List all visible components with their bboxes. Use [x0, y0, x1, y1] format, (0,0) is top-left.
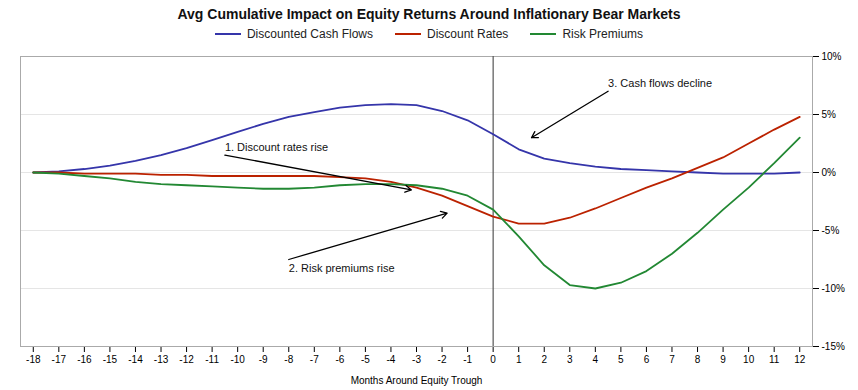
- svg-text:-3: -3: [412, 354, 421, 365]
- html-text:Risk Premiums: Risk Premiums: [562, 27, 643, 41]
- svg-text:-5: -5: [361, 354, 370, 365]
- svg-text:-17: -17: [52, 354, 67, 365]
- svg-text:12: 12: [794, 354, 806, 365]
- svg-text:8: 8: [695, 354, 701, 365]
- svg-text:9: 9: [720, 354, 726, 365]
- svg-text:7: 7: [669, 354, 675, 365]
- svg-text:Months Around Equity Trough: Months Around Equity Trough: [351, 375, 483, 386]
- svg-text:5: 5: [618, 354, 624, 365]
- svg-text:0%: 0%: [822, 167, 837, 178]
- svg-text:-2: -2: [438, 354, 447, 365]
- svg-text:-5%: -5%: [822, 225, 840, 236]
- svg-text:10: 10: [743, 354, 755, 365]
- svg-text:-18: -18: [26, 354, 41, 365]
- svg-text:-10%: -10%: [822, 283, 845, 294]
- svg-text:-1: -1: [463, 354, 472, 365]
- svg-text:-8: -8: [284, 354, 293, 365]
- svg-text:11: 11: [769, 354, 780, 365]
- svg-text:-15: -15: [103, 354, 118, 365]
- html-text:Avg Cumulative Impact on Equit: Avg Cumulative Impact on Equity Returns …: [177, 6, 681, 22]
- svg-text:1: 1: [516, 354, 522, 365]
- svg-text:0: 0: [490, 354, 496, 365]
- svg-text:3: 3: [567, 354, 573, 365]
- svg-text:4: 4: [593, 354, 599, 365]
- svg-text:2: 2: [541, 354, 547, 365]
- svg-text:-16: -16: [77, 354, 92, 365]
- svg-text:-7: -7: [310, 354, 319, 365]
- svg-text:1. Discount rates rise: 1. Discount rates rise: [225, 141, 328, 153]
- html-text:Discounted Cash Flows: Discounted Cash Flows: [246, 27, 373, 41]
- svg-text:-10: -10: [230, 354, 245, 365]
- svg-text:10%: 10%: [822, 51, 842, 62]
- svg-text:6: 6: [644, 354, 650, 365]
- svg-text:-11: -11: [205, 354, 219, 365]
- svg-text:-4: -4: [386, 354, 395, 365]
- svg-text:-14: -14: [128, 354, 143, 365]
- svg-text:5%: 5%: [822, 109, 837, 120]
- svg-text:3. Cash flows decline: 3. Cash flows decline: [608, 77, 712, 89]
- svg-text:2. Risk premiums rise: 2. Risk premiums rise: [289, 262, 395, 274]
- svg-text:-9: -9: [259, 354, 268, 365]
- svg-text:-12: -12: [179, 354, 194, 365]
- html-text:Discount Rates: Discount Rates: [427, 27, 509, 41]
- svg-text:-6: -6: [335, 354, 344, 365]
- svg-text:-15%: -15%: [822, 341, 845, 352]
- svg-text:-13: -13: [154, 354, 169, 365]
